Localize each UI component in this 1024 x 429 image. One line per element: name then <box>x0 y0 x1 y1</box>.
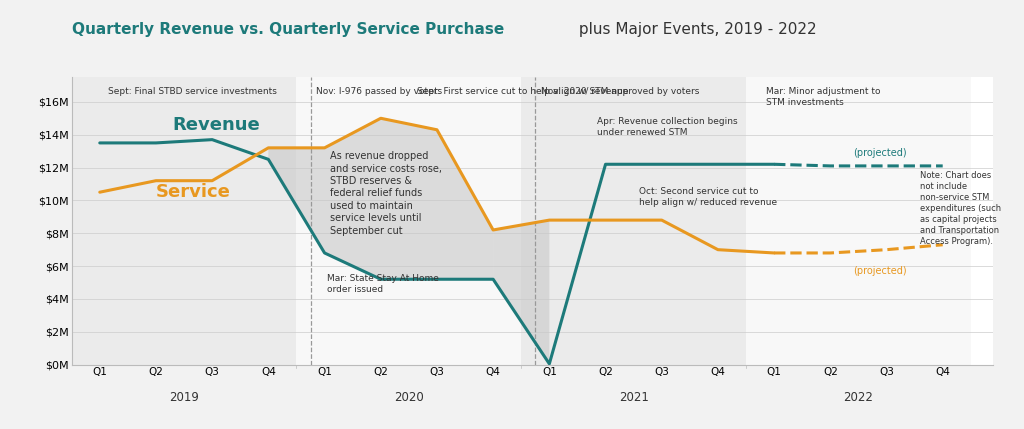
Text: Sept: First service cut to help align w/ revenue: Sept: First service cut to help align w/… <box>418 87 629 96</box>
Text: 2019: 2019 <box>169 391 199 404</box>
Text: Nov: 2020 STM approved by voters: Nov: 2020 STM approved by voters <box>541 87 699 96</box>
Text: As revenue dropped
and service costs rose,
STBD reserves &
federal relief funds
: As revenue dropped and service costs ros… <box>330 151 442 236</box>
Text: Mar: Minor adjustment to
STM investments: Mar: Minor adjustment to STM investments <box>766 87 881 107</box>
Bar <box>521 77 746 365</box>
Text: (projected): (projected) <box>853 148 906 158</box>
Bar <box>72 77 297 365</box>
Text: 2021: 2021 <box>618 391 648 404</box>
Text: Service: Service <box>156 183 230 201</box>
Text: Oct: Second service cut to
help align w/ reduced revenue: Oct: Second service cut to help align w/… <box>639 187 777 207</box>
Text: Mar: State Stay At Home
order issued: Mar: State Stay At Home order issued <box>328 274 439 294</box>
Text: 2022: 2022 <box>844 391 873 404</box>
Text: plus Major Events, 2019 - 2022: plus Major Events, 2019 - 2022 <box>573 22 816 37</box>
Text: Sept: Final STBD service investments: Sept: Final STBD service investments <box>109 87 278 96</box>
Text: Apr: Revenue collection begins
under renewed STM: Apr: Revenue collection begins under ren… <box>597 117 737 137</box>
Text: 2020: 2020 <box>394 391 424 404</box>
Text: Quarterly Revenue vs. Quarterly Service Purchase: Quarterly Revenue vs. Quarterly Service … <box>72 22 504 37</box>
Bar <box>297 77 521 365</box>
Text: Revenue: Revenue <box>173 116 260 134</box>
Text: (projected): (projected) <box>853 266 906 276</box>
Text: Nov: I-976 passed by voters: Nov: I-976 passed by voters <box>316 87 442 96</box>
Text: Note: Chart does
not include
non-service STM
expenditures (such
as capital proje: Note: Chart does not include non-service… <box>921 171 1001 246</box>
Bar <box>746 77 971 365</box>
